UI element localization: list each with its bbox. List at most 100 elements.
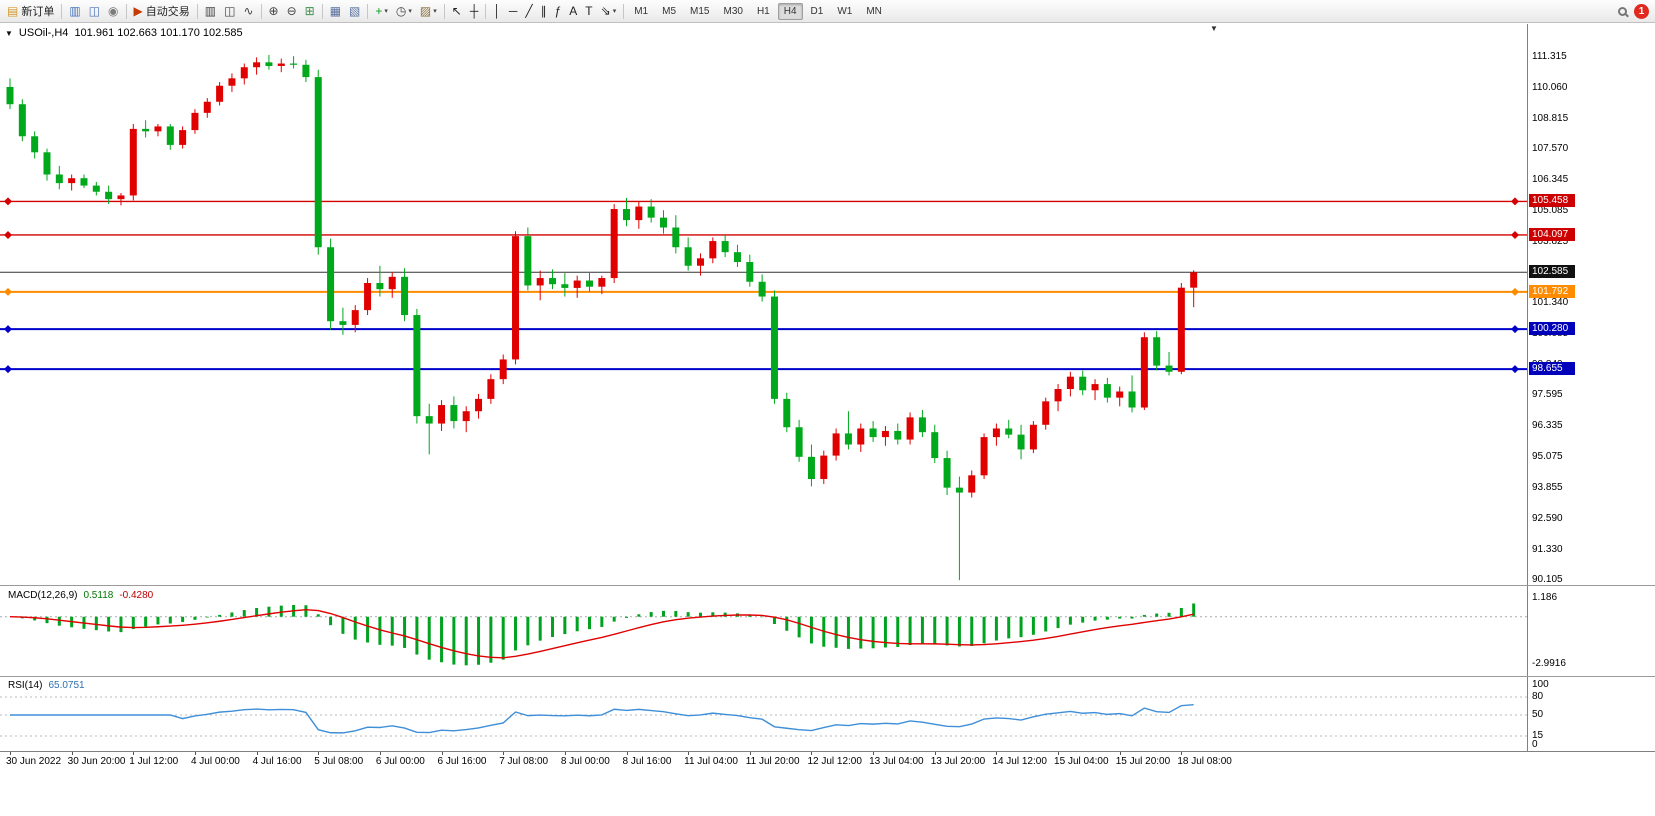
timeframe-h1-button[interactable]: H1 xyxy=(756,5,770,17)
time-axis-label: 7 Jul 08:00 xyxy=(499,756,549,767)
timeframe-h4-button[interactable]: H4 xyxy=(777,2,803,20)
candlestick-chart[interactable] xyxy=(0,24,1527,585)
new-order-button-label: 新订单 xyxy=(21,6,55,18)
horizontal-line-button[interactable]: ─ xyxy=(505,2,522,21)
time-tick xyxy=(996,752,998,755)
arrange-charts-icon: ▦ xyxy=(329,4,342,18)
price-axis-label: 103.825 xyxy=(1532,235,1569,247)
price-axis-label: 97.595 xyxy=(1532,389,1563,401)
channel-button[interactable]: ∥ xyxy=(537,2,551,21)
line-type-button[interactable]: ∿ xyxy=(239,2,257,21)
price-axis-label: 107.570 xyxy=(1532,143,1569,155)
auto-trading-button[interactable]: ▶ 自动交易 xyxy=(130,2,194,21)
add-indicator-icon: + xyxy=(375,4,383,18)
toolbar-separator xyxy=(367,3,369,19)
templates-button[interactable]: ▨ ▾ xyxy=(416,2,441,21)
trendline-button[interactable]: ╱ xyxy=(521,2,536,21)
toolbar-right-group: 1 xyxy=(1618,3,1652,19)
time-axis-label: 11 Jul 20:00 xyxy=(745,756,800,767)
time-axis-label: 13 Jul 04:00 xyxy=(869,756,924,767)
arrange-charts-button[interactable]: ▦ xyxy=(326,2,345,21)
zoom-in-button[interactable]: ⊕ xyxy=(265,2,283,21)
zoom-out-button[interactable]: ⊖ xyxy=(283,2,301,21)
text-button[interactable]: A xyxy=(565,2,581,21)
time-axis-label: 5 Jul 08:00 xyxy=(314,756,364,767)
horizontal-line-icon: ─ xyxy=(508,4,518,18)
indicator-scale-label: 100 xyxy=(1532,679,1549,690)
rsi-indicator-label: RSI(14) 65.0751 xyxy=(8,680,85,691)
rsi-value: 65.0751 xyxy=(48,680,85,691)
tile-windows-button[interactable]: ⊞ xyxy=(301,2,319,21)
time-tick xyxy=(811,752,813,755)
timeframe-d1-button[interactable]: D1 xyxy=(810,5,824,17)
macd-signal-value: -0.4280 xyxy=(119,590,154,601)
new-order-button[interactable]: ▤ 新订单 xyxy=(3,2,58,21)
dropdown-arrow-icon[interactable]: ▾ xyxy=(408,8,412,15)
time-axis-label: 30 Jun 20:00 xyxy=(67,756,126,767)
periods-button[interactable]: ◷ ▾ xyxy=(392,2,416,21)
bars-type-button[interactable]: ▥ xyxy=(201,2,220,21)
panel-separator[interactable] xyxy=(0,676,1655,677)
indicator-scale-label: -2.9916 xyxy=(1532,658,1566,669)
macd-panel[interactable] xyxy=(0,586,1527,676)
time-axis-label: 14 Jul 12:00 xyxy=(992,756,1047,767)
indicator-scale-label: 15 xyxy=(1532,730,1544,741)
time-tick xyxy=(71,752,73,755)
timeframe-w1-button[interactable]: W1 xyxy=(837,5,853,17)
price-badge: 100.280 xyxy=(1529,322,1575,336)
macd-name: MACD(12,26,9) xyxy=(8,590,78,601)
time-tick xyxy=(318,752,320,755)
rsi-panel[interactable] xyxy=(0,677,1527,751)
time-axis-label: 6 Jul 00:00 xyxy=(375,756,425,767)
signals-button[interactable]: ◉ xyxy=(104,2,122,21)
timeframe-m15-button[interactable]: M15 xyxy=(690,5,710,17)
bars-type-icon: ▥ xyxy=(204,4,217,18)
notification-badge[interactable]: 1 xyxy=(1634,3,1649,19)
price-axis-label: 110.060 xyxy=(1532,81,1568,93)
vertical-line-icon: │ xyxy=(493,4,501,18)
candles-type-button[interactable]: ◫ xyxy=(220,2,239,21)
cascade-charts-icon: ▧ xyxy=(349,4,361,18)
price-axis-label: 105.085 xyxy=(1532,204,1569,216)
symbol-period-label: USOil-,H4 xyxy=(18,27,69,39)
crosshair-button[interactable]: ┼ xyxy=(466,2,483,21)
price-axis-label: 111.315 xyxy=(1532,51,1567,62)
fibonacci-button[interactable]: ƒ xyxy=(551,2,566,21)
time-tick xyxy=(873,752,875,755)
time-axis[interactable]: 30 Jun 2022 30 Jun 20:00 1 Jul 12:00 4 Jul … xyxy=(0,751,1655,770)
arrows-button[interactable]: ⇘ ▾ xyxy=(597,2,621,21)
label-button[interactable]: T xyxy=(581,2,596,21)
cursor-button[interactable]: ↖ xyxy=(448,2,466,21)
cascade-charts-button[interactable]: ▧ xyxy=(345,2,364,21)
price-badge: 98.655 xyxy=(1529,362,1575,376)
market-watch-button[interactable]: ▥ xyxy=(65,2,84,21)
data-window-button[interactable]: ◫ xyxy=(85,2,104,21)
timeframe-mn-button[interactable]: MN xyxy=(866,5,882,17)
toolbar-separator xyxy=(260,3,262,19)
trendline-icon: ╱ xyxy=(525,4,533,18)
dropdown-arrow-icon[interactable]: ▾ xyxy=(433,8,437,15)
time-tick xyxy=(441,752,443,755)
toolbar-separator xyxy=(61,3,63,19)
timeframe-m30-button[interactable]: M30 xyxy=(723,5,743,17)
price-badge: 105.458 xyxy=(1529,194,1575,208)
macd-indicator-label: MACD(12,26,9) 0.5118 -0.4280 xyxy=(8,590,154,601)
one-click-collapse-icon[interactable]: ▼ xyxy=(5,28,13,38)
timeframe-m5-button[interactable]: M5 xyxy=(662,5,677,17)
toolbar-separator xyxy=(485,3,487,19)
price-axis-label: 106.345 xyxy=(1532,173,1569,185)
vertical-line-button[interactable]: │ xyxy=(489,2,505,21)
time-tick xyxy=(503,752,505,755)
panel-separator[interactable] xyxy=(0,585,1655,586)
add-indicator-button[interactable]: + ▾ xyxy=(371,2,392,21)
search-icon[interactable] xyxy=(1618,6,1627,16)
templates-icon: ▨ xyxy=(419,4,432,18)
dropdown-arrow-icon[interactable]: ▾ xyxy=(612,8,617,15)
chart-shift-marker-icon[interactable]: ▼ xyxy=(1210,24,1218,33)
cursor-icon: ↖ xyxy=(451,4,462,18)
price-axis[interactable] xyxy=(1527,24,1655,751)
dropdown-arrow-icon[interactable]: ▾ xyxy=(384,8,388,15)
timeframe-m1-button[interactable]: M1 xyxy=(634,5,649,17)
price-axis-label: 101.340 xyxy=(1532,296,1569,308)
macd-main-value: 0.5118 xyxy=(83,590,114,601)
